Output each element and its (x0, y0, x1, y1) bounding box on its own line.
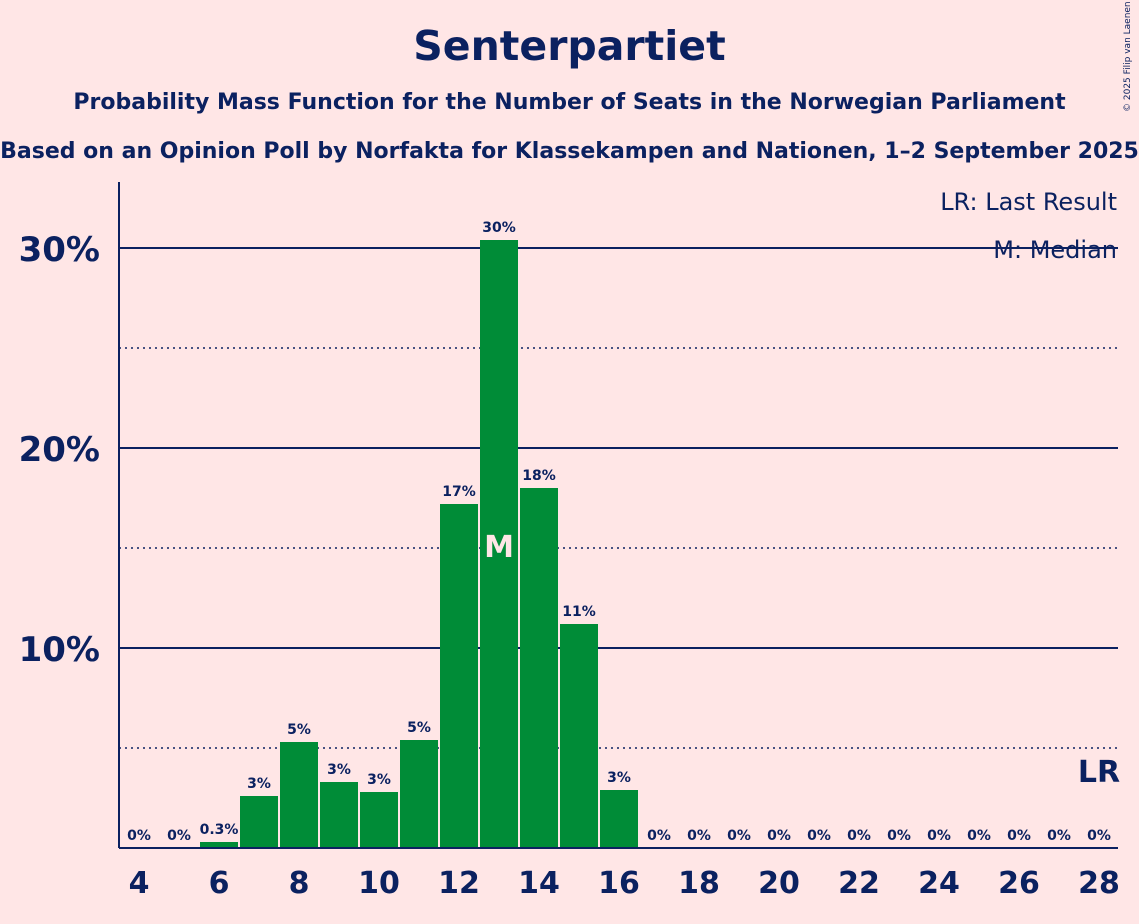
bar-seat-13 (480, 240, 518, 848)
bar-label-seat-14: 18% (522, 468, 556, 484)
x-tick-label: 10 (358, 866, 400, 901)
bar-label-seat-16: 3% (607, 770, 631, 786)
bar-label-seat-22: 0% (847, 828, 871, 844)
bar-label-seat-12: 17% (442, 484, 476, 500)
x-tick-label: 12 (438, 866, 480, 901)
bar-label-seat-8: 5% (287, 722, 311, 738)
x-tick-label: 26 (998, 866, 1040, 901)
y-tick-label: 10% (19, 630, 100, 670)
x-tick-label: 8 (289, 866, 310, 901)
x-tick-label: 24 (918, 866, 960, 901)
bar-label-seat-21: 0% (807, 828, 831, 844)
bar-seat-7 (240, 796, 278, 848)
chart-source-subtitle: Based on an Opinion Poll by Norfakta for… (0, 139, 1139, 164)
bar-seat-9 (320, 782, 358, 848)
bar-seat-14 (520, 488, 558, 848)
bar-label-seat-17: 0% (647, 828, 671, 844)
axes (118, 182, 1118, 849)
bar-label-seat-27: 0% (1047, 828, 1071, 844)
bar-label-seat-24: 0% (927, 828, 951, 844)
x-tick-labels: 4 6 8 10 12 14 16 18 20 22 24 26 28 (129, 866, 1120, 901)
bar-label-seat-11: 5% (407, 720, 431, 736)
x-tick-label: 14 (518, 866, 560, 901)
x-tick-label: 4 (129, 866, 150, 901)
chart-title: Senterpartiet (413, 22, 726, 70)
bar-seat-6 (200, 842, 238, 848)
bar-label-seat-18: 0% (687, 828, 711, 844)
y-tick-labels: 10% 20% 30% (19, 230, 100, 670)
bar-label-seat-7: 3% (247, 776, 271, 792)
median-marker: M (484, 530, 514, 565)
bar-label-seat-20: 0% (767, 828, 791, 844)
bar-value-labels: 0% 0% 0.3% 3% 5% 3% 3% 5% 17% 30% 18% 11% 3% 0% 0% 0% 0%… (127, 220, 1111, 844)
bar-label-seat-9: 3% (327, 762, 351, 778)
x-tick-label: 18 (678, 866, 720, 901)
bar-seat-12 (440, 504, 478, 848)
x-tick-label: 20 (758, 866, 800, 901)
legend-median: M: Median (993, 236, 1117, 264)
bar-label-seat-26: 0% (1007, 828, 1031, 844)
bar-label-seat-13: 30% (482, 220, 516, 236)
bar-seat-11 (400, 740, 438, 848)
bar-label-seat-5: 0% (167, 828, 191, 844)
y-tick-label: 20% (19, 430, 100, 470)
x-tick-label: 16 (598, 866, 640, 901)
legend: LR: Last Result M: Median (940, 188, 1117, 264)
x-tick-label: 28 (1078, 866, 1120, 901)
chart-subtitle: Probability Mass Function for the Number… (73, 90, 1066, 115)
bar-label-seat-28: 0% (1087, 828, 1111, 844)
bar-label-seat-6: 0.3% (200, 822, 239, 838)
x-tick-label: 6 (209, 866, 230, 901)
bar-label-seat-19: 0% (727, 828, 751, 844)
bar-label-seat-23: 0% (887, 828, 911, 844)
bar-label-seat-4: 0% (127, 828, 151, 844)
bar-seat-16 (600, 790, 638, 848)
y-tick-label: 30% (19, 230, 100, 270)
bar-seat-8 (280, 742, 318, 848)
bar-seat-15 (560, 624, 598, 848)
bar-label-seat-25: 0% (967, 828, 991, 844)
bar-seat-10 (360, 792, 398, 848)
bar-label-seat-10: 3% (367, 772, 391, 788)
x-tick-label: 22 (838, 866, 880, 901)
bars (200, 240, 638, 848)
bar-label-seat-15: 11% (562, 604, 596, 620)
grid-lines (119, 247, 1118, 749)
last-result-marker: LR (1078, 755, 1120, 790)
legend-last-result: LR: Last Result (940, 188, 1117, 216)
